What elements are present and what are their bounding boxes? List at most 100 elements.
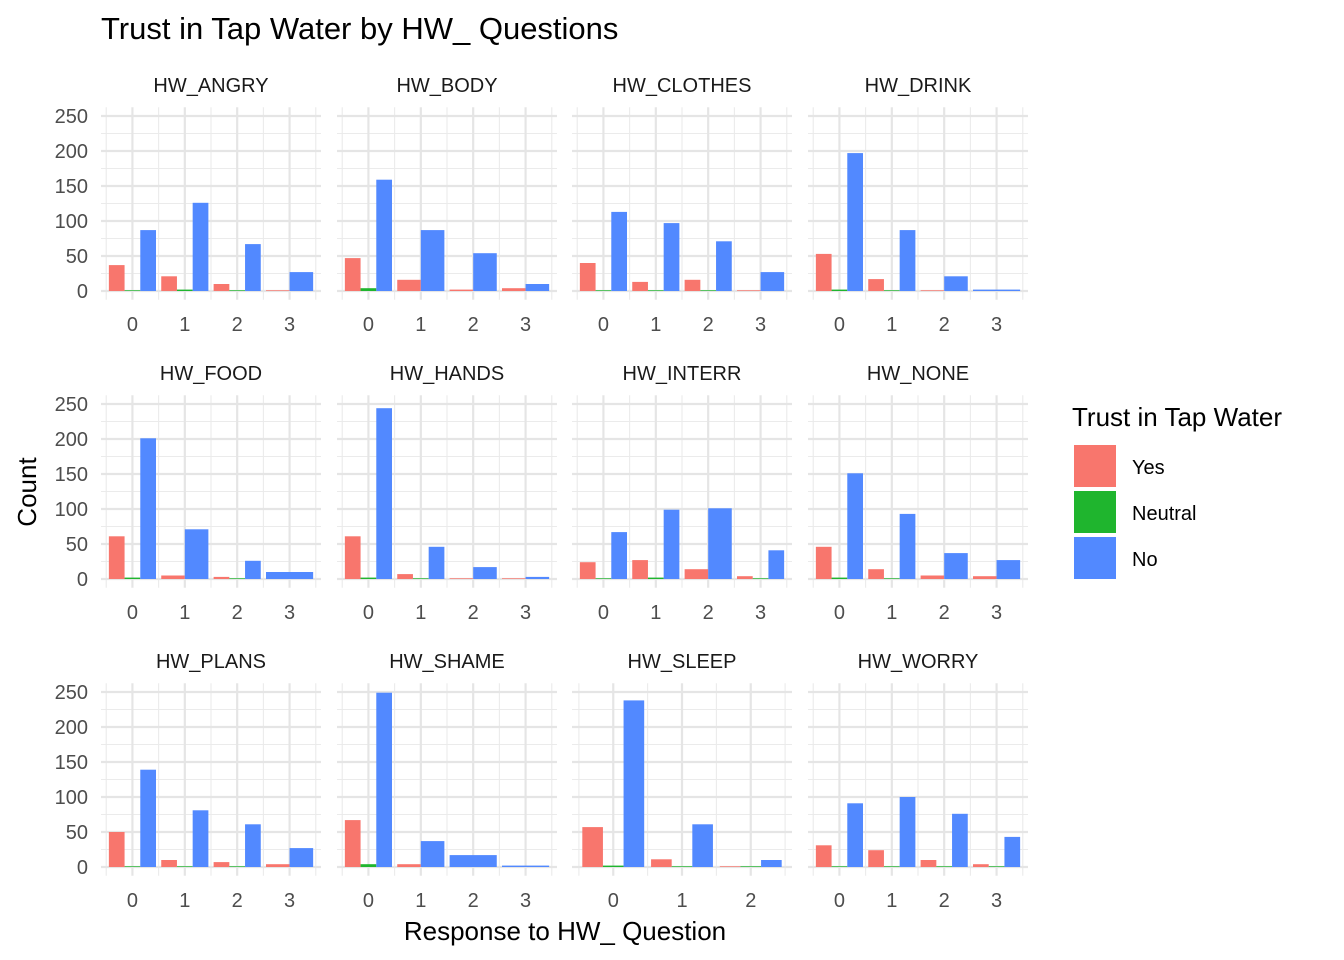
x-tick-label: 3 [520, 890, 531, 912]
bar-neutral [831, 866, 848, 867]
y-tick-label: 100 [55, 787, 88, 809]
bar-no [760, 272, 785, 291]
bar-yes [582, 827, 603, 867]
bar-no [525, 284, 550, 291]
x-tick-label: 3 [991, 314, 1002, 336]
panel-strip-label: HW_PLANS [156, 651, 266, 673]
bar-yes [973, 576, 997, 579]
y-tick-label: 200 [55, 429, 88, 451]
bar-neutral [176, 289, 193, 291]
panel-strip-label: HW_HANDS [390, 363, 504, 385]
bar-no [140, 769, 156, 867]
y-tick-label: 150 [55, 752, 88, 774]
panel-strip-label: HW_NONE [867, 363, 969, 385]
y-tick-label: 250 [55, 394, 88, 416]
x-tick-label: 3 [755, 602, 766, 624]
panel-hw-angry: HW_ANGRY 0 1 2 3 0 50 100 150 200 250 [55, 75, 321, 336]
x-tick-label: 0 [363, 890, 374, 912]
x-tick-label: 1 [886, 314, 897, 336]
bar-neutral [936, 866, 953, 867]
legend-key-yes [1074, 445, 1116, 487]
bar-no [420, 230, 445, 291]
bar-no [525, 576, 550, 579]
bar-neutral [360, 864, 377, 867]
x-tick-label: 1 [415, 890, 426, 912]
bar-no [944, 276, 968, 291]
bar-no [944, 553, 968, 579]
x-tick-label: 1 [179, 602, 190, 624]
bar-no [245, 824, 261, 867]
bar-yes [397, 574, 413, 579]
x-tick-label: 3 [991, 890, 1002, 912]
bar-yes [344, 820, 361, 867]
bar-no [428, 546, 445, 579]
bar-yes [449, 578, 474, 579]
bar-no [192, 810, 209, 867]
bar-yes [108, 832, 125, 867]
bar-neutral [988, 866, 1005, 867]
bar-yes [920, 575, 945, 579]
bar-no [899, 513, 916, 579]
panel-strip-label: HW_BODY [396, 75, 497, 97]
bar-no [663, 509, 680, 579]
bar-no [847, 153, 863, 291]
bar-no [473, 253, 497, 291]
bar-yes [737, 576, 753, 579]
bar-no [502, 865, 550, 867]
x-tick-label: 1 [415, 602, 426, 624]
bar-neutral [647, 290, 664, 291]
bar-no [899, 797, 916, 867]
bar-yes [502, 288, 526, 291]
x-tick-label: 1 [179, 314, 190, 336]
bar-neutral [124, 290, 141, 291]
bar-yes [502, 578, 526, 579]
y-tick-label: 0 [77, 281, 88, 303]
bar-yes [815, 253, 832, 291]
bar-yes [344, 536, 361, 579]
bar-yes [684, 569, 709, 579]
bar-no [611, 211, 627, 291]
bar-yes [579, 562, 596, 579]
panel-hw-clothes: HW_CLOTHES 0 1 2 3 [572, 75, 792, 336]
x-tick-label: 1 [650, 314, 661, 336]
legend: Trust in Tap Water Yes Neutral No [1072, 402, 1282, 579]
bar-neutral [602, 865, 624, 867]
panel-strip-label: HW_INTERR [623, 363, 742, 385]
x-tick-label: 2 [468, 890, 479, 912]
bar-yes [397, 864, 421, 867]
y-tick-label: 50 [66, 534, 88, 556]
bar-yes [868, 569, 884, 579]
x-tick-label: 0 [127, 602, 138, 624]
x-tick-label: 2 [232, 602, 243, 624]
bar-no [716, 241, 732, 291]
bar-yes [815, 845, 832, 867]
bar-yes [344, 258, 361, 291]
x-tick-label: 2 [939, 890, 950, 912]
bar-no [245, 244, 261, 291]
bar-yes [161, 575, 185, 579]
y-axis-title: Count [12, 457, 42, 527]
x-tick-label: 0 [834, 314, 845, 336]
y-tick-label: 250 [55, 682, 88, 704]
bar-no [847, 473, 863, 579]
bar-yes [213, 284, 230, 291]
x-tick-label: 0 [127, 890, 138, 912]
bar-no [692, 824, 713, 867]
bar-yes [632, 560, 648, 579]
bar-yes [266, 290, 290, 291]
panel-hw-worry: HW_WORRY 0 1 2 3 [808, 651, 1028, 912]
bar-yes [161, 860, 177, 867]
x-tick-label: 2 [468, 314, 479, 336]
bar-yes [108, 265, 125, 291]
bar-yes [815, 546, 832, 579]
panel-hw-body: HW_BODY 0 1 2 3 [337, 75, 557, 336]
bar-neutral [883, 578, 900, 579]
panel-hw-hands: HW_HANDS 0 1 2 3 [337, 363, 557, 624]
x-tick-label: 0 [608, 890, 619, 912]
bar-no [623, 700, 645, 867]
x-tick-label: 0 [834, 890, 845, 912]
panel-hw-food: HW_FOOD 0 1 2 3 0 50 100 150 200 250 [55, 363, 321, 624]
legend-label-neutral: Neutral [1132, 503, 1196, 525]
x-tick-label: 3 [520, 314, 531, 336]
bar-no [996, 560, 1021, 579]
